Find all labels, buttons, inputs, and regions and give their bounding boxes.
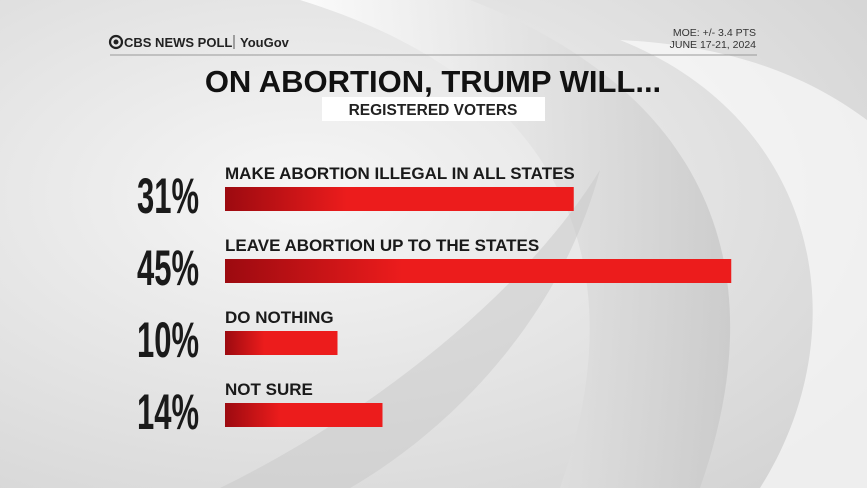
chart-title: ON ABORTION, TRUMP WILL... [205,64,661,99]
source: CBS NEWS POLL [124,35,232,50]
logo: CBS NEWS POLL YouGov [108,34,290,50]
bar [225,403,383,427]
value-label: 31% [137,167,199,223]
value-label: 10% [137,311,199,367]
swoosh [220,170,600,488]
bar [225,331,338,355]
value-label: 45% [137,239,199,295]
category-label: NOT SURE [225,380,313,399]
cbs-eye [113,39,119,45]
swoosh [300,0,731,488]
subtitle: REGISTERED VOTERS [349,102,518,119]
bar [225,259,732,283]
moe: MOE: +/- 3.4 PTS [673,27,756,39]
cbs-eye [108,34,124,50]
partner: YouGov [240,35,290,50]
subtitle-box [322,97,545,121]
swoosh [620,40,867,488]
category-label: LEAVE ABORTION UP TO THE STATES [225,236,539,255]
value-label: 14% [137,383,199,439]
category-label: DO NOTHING [225,308,334,327]
date: JUNE 17-21, 2024 [670,39,757,51]
category-label: MAKE ABORTION ILLEGAL IN ALL STATES [225,164,575,183]
bar [225,187,574,211]
